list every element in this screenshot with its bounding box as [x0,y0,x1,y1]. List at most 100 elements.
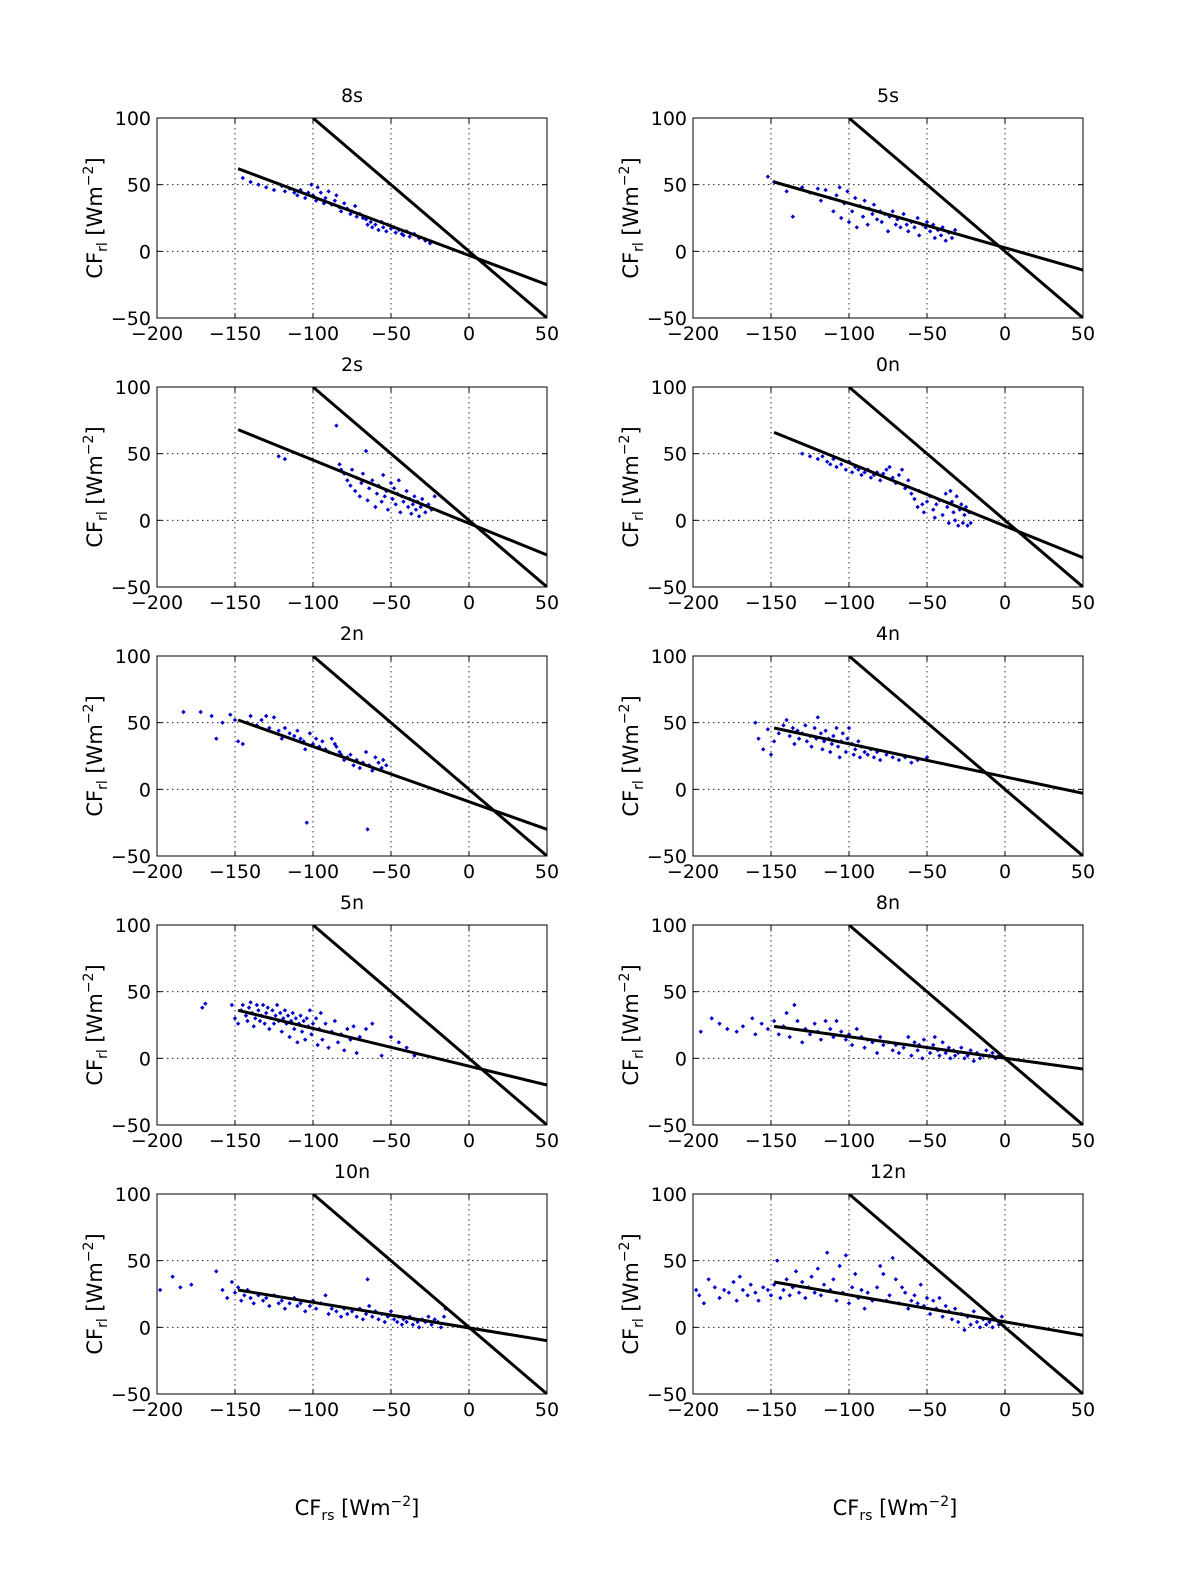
data-point [303,1037,308,1042]
data-point [887,464,892,470]
data-point [790,725,796,731]
data-point [281,1016,286,1021]
plot-frame [156,655,548,857]
data-point [843,749,849,755]
data-point [214,1269,219,1274]
data-point [697,1293,702,1298]
y-axis-label: CFrl [Wm−2] [81,964,111,1085]
data-point [756,736,761,741]
data-point [248,1000,253,1005]
data-point [761,747,766,752]
data-point [376,1317,381,1322]
y-tick-label: 0 [139,510,151,532]
data-point [843,1037,849,1042]
data-point [940,1314,945,1319]
data-point [959,1045,964,1050]
plot-content [693,1194,1083,1394]
data-point [809,744,814,749]
x-tick-label: −100 [823,861,875,883]
x-tick-label: −50 [371,1130,411,1152]
data-point [837,185,842,190]
y-tick-label: 0 [675,779,687,801]
data-point [940,1040,945,1045]
data-point [834,464,839,470]
data-point [901,1045,906,1050]
x-tick-label: 50 [1071,1399,1095,1421]
data-point [921,1037,927,1042]
data-point [781,1287,786,1293]
data-point [927,229,933,234]
data-point [878,478,883,483]
plot-area [693,925,1083,1125]
data-point [932,1034,937,1040]
data-point [301,1018,306,1024]
data-point [839,462,844,467]
data-point [859,472,864,478]
x-tick-label: 50 [535,861,559,883]
data-point [240,175,245,181]
data-point [717,1295,722,1301]
fit-line [773,180,1083,272]
data-point [865,752,870,757]
data-point [370,1314,375,1319]
data-point [784,189,789,194]
x-axis-label-exp: −2 [929,1494,950,1510]
data-point [307,1008,313,1013]
plot-content [200,925,547,1125]
panels: −200 −150 −100 −50 0 50 −50 0 50 100 8s CFrl [Wm−2]… [81,85,1095,1421]
data-point [938,233,944,238]
data-point [784,717,789,723]
data-point [790,214,796,219]
data-point [824,1250,830,1255]
data-point [354,1314,359,1319]
data-point [901,211,906,217]
data-point [170,1274,175,1279]
data-point [235,1021,241,1026]
y-tick-label: 50 [127,444,151,466]
panel-title: 2s [341,354,363,376]
plot-area [693,387,1083,587]
data-point [388,1034,394,1040]
data-point [946,1045,952,1050]
panel-title: 12n [870,1161,906,1183]
y-tick-label: 100 [115,915,151,937]
data-point [965,523,970,528]
panel-title: 8s [341,85,363,107]
y-tick-label: 100 [115,646,151,668]
data-point [857,755,863,760]
data-point [370,1021,375,1026]
data-point [753,720,758,725]
data-point [818,1037,824,1042]
data-point [977,1056,983,1061]
x-tick-label: 0 [999,323,1011,345]
data-point [373,504,378,510]
y-tick-label: 0 [675,510,687,532]
data-point [952,518,958,523]
data-point [248,179,253,185]
data-point [909,491,914,496]
data-point [157,1287,163,1293]
data-point [845,736,850,741]
data-point [899,1285,905,1290]
y-axis-label: CFrl [Wm−2] [81,695,111,816]
reference-line [312,925,547,1125]
data-point [251,1301,256,1306]
data-point [725,1026,730,1032]
x-tick-label: −150 [209,323,261,345]
y-tick-label: 50 [663,1251,687,1273]
data-point [349,1309,355,1314]
data-point [282,1008,288,1013]
data-point [879,219,884,225]
plot-area [157,118,547,318]
data-point [418,504,423,510]
data-point [968,1322,973,1327]
data-point [881,471,886,476]
x-tick-label: −50 [371,1399,411,1421]
data-point [761,1285,766,1290]
data-point [329,1306,334,1311]
data-point [843,467,849,472]
data-point [345,1311,350,1317]
x-tick-label: −150 [209,1130,261,1152]
data-point [834,1018,839,1024]
data-point [420,496,425,502]
